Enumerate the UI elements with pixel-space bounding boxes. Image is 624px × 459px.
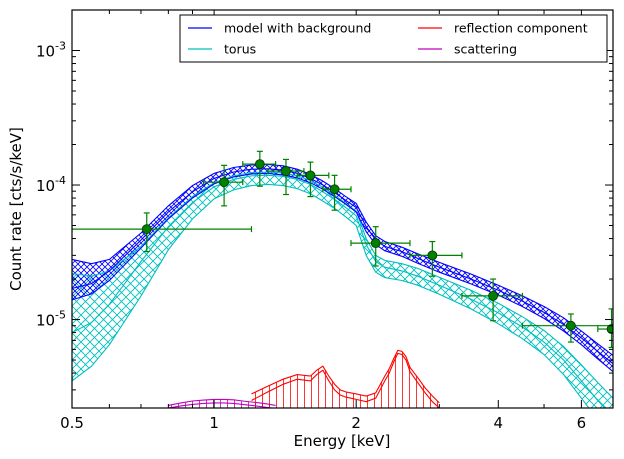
legend: model with background reflection componen…	[179, 14, 608, 63]
reflection-component-upper-line	[251, 349, 440, 404]
data-point-marker	[488, 290, 498, 301]
data-point	[322, 174, 352, 211]
x-tick-label: 6	[577, 414, 587, 432]
scattering-band	[168, 399, 276, 408]
y-tick-label: 10-3	[36, 39, 66, 60]
data-point-marker	[141, 224, 152, 235]
data-point-marker	[329, 184, 340, 195]
data-points	[72, 150, 613, 349]
x-tick-label: 4	[494, 414, 504, 432]
torus-lower-line	[72, 183, 590, 408]
y-tick-label: 10-4	[36, 174, 66, 195]
reflection-component-line	[251, 352, 440, 408]
legend-label-scattering: scattering	[454, 42, 517, 57]
scattering-line	[168, 402, 276, 408]
data-point-marker	[281, 166, 291, 176]
torus-upper-line	[72, 171, 613, 399]
x-tick-label: 0.5	[60, 414, 84, 432]
model-with-background-lower-line	[72, 172, 613, 373]
data-point	[597, 308, 613, 349]
x-tick-label: 1	[209, 414, 219, 432]
data-point-marker	[254, 159, 265, 170]
data-point-marker	[606, 324, 613, 334]
legend-label-model-with-background: model with background	[224, 21, 371, 36]
data-point	[350, 226, 411, 267]
data-point-marker	[370, 238, 381, 249]
data-point	[461, 278, 524, 322]
legend-label-reflection-component: reflection component	[454, 21, 588, 36]
data-point-marker	[427, 250, 438, 261]
legend-label-torus: torus	[224, 42, 256, 57]
y-tick-label: 10-5	[36, 309, 66, 330]
data-point	[296, 161, 330, 198]
data-point	[521, 313, 613, 343]
data-point-marker	[305, 170, 316, 181]
data-point	[72, 212, 253, 253]
scattering-upper-line	[168, 398, 276, 406]
data-point	[267, 158, 305, 196]
data-point	[202, 164, 244, 207]
legend-box	[179, 14, 608, 63]
x-tick-label: 2	[351, 414, 361, 432]
tick-labels: 0.5 1 2 4 6 10-5 10-4 10-3	[36, 39, 586, 432]
data-point-marker	[219, 177, 229, 188]
model-with-background-line	[72, 168, 613, 365]
plot-frame	[71, 9, 614, 409]
data-point	[242, 150, 277, 187]
data-point	[409, 240, 463, 277]
y-axis-label: Count rate [cts/s/keV]	[7, 127, 25, 291]
x-axis-label: Energy [keV]	[294, 432, 391, 450]
data-point-marker	[565, 320, 576, 331]
